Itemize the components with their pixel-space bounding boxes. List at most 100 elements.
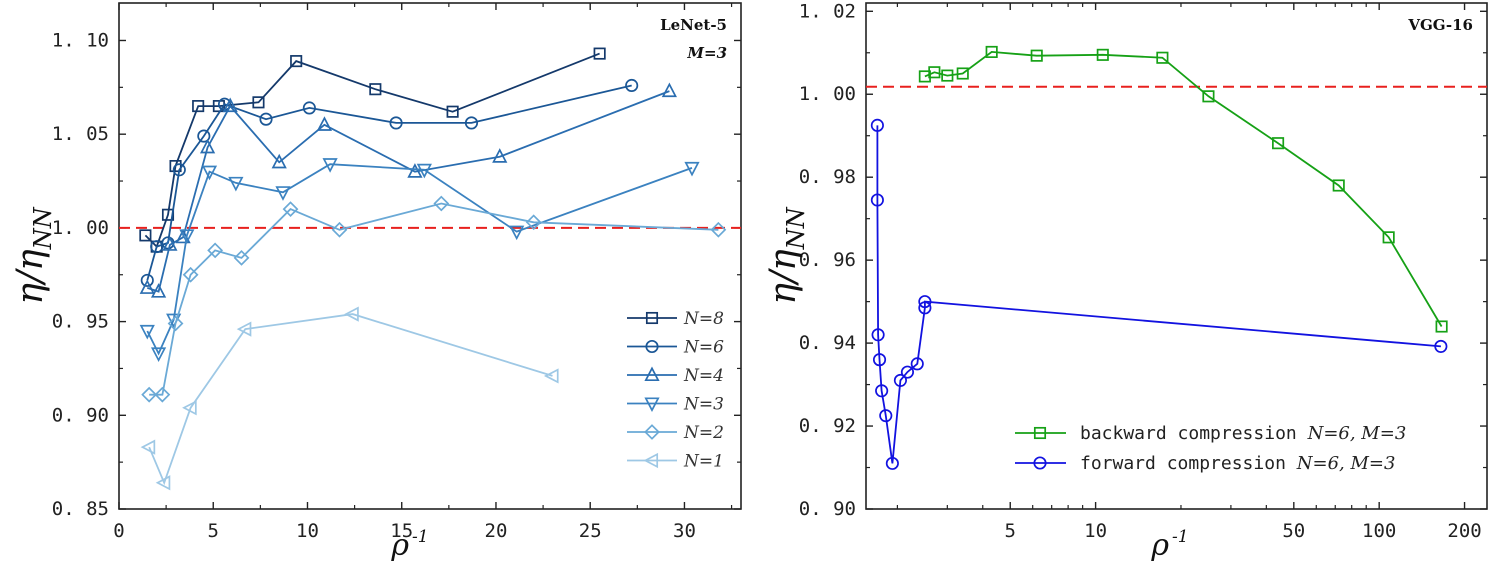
data-point [900, 365, 914, 379]
x-tick-label: 0 [113, 520, 124, 542]
y-tick-label: 0. 98 [799, 166, 856, 188]
legend-marker [644, 397, 660, 413]
data-point [1096, 48, 1109, 61]
x-tick-label: 25 [579, 520, 602, 542]
data-point [139, 279, 155, 294]
data-point [872, 353, 887, 367]
chart-vgg16: 0. 90 0. 92 0. 94 0. 96 0. 98 1. 00 1. 02 5 10 50… [763, 0, 1488, 562]
data-point [918, 295, 932, 309]
data-point [446, 105, 459, 118]
legend-item: N=4 [627, 366, 724, 386]
data-point [222, 97, 238, 113]
data-point [593, 47, 606, 60]
series-line [146, 84, 632, 281]
series-n-4 [139, 82, 677, 298]
data-point [139, 229, 152, 242]
data-point [464, 116, 479, 130]
data-point [282, 201, 299, 218]
data-point [433, 195, 450, 212]
y-tick-label: 0. 94 [799, 332, 856, 354]
x-tick-label: 15 [390, 520, 413, 542]
data-point [416, 163, 432, 179]
y-axis-label: η/ηNN [763, 206, 810, 304]
data-point [252, 96, 265, 109]
data-point [290, 55, 303, 68]
data-point [710, 221, 727, 238]
y-tick-label: 0. 90 [52, 404, 109, 426]
legend-label: N=3 [683, 395, 724, 415]
y-axis-label: η/ηNN [10, 206, 57, 304]
chart-subtitle: M=3 [686, 44, 727, 62]
data-point [956, 67, 969, 80]
data-point [179, 229, 195, 244]
data-point [236, 321, 252, 337]
data-point [141, 386, 158, 403]
legend-item: N=1 [627, 452, 724, 472]
data-point [918, 301, 932, 315]
data-point [228, 176, 244, 192]
data-point [1382, 231, 1395, 244]
x-axis-label: ρ -1 [1150, 527, 1188, 562]
data-point [201, 165, 218, 181]
data-point [369, 83, 382, 96]
x-tick-label: 5 [208, 520, 219, 542]
x-tick-label: 20 [485, 520, 508, 542]
data-point [928, 66, 941, 79]
legend-item: N=8 [627, 309, 724, 329]
data-point [870, 193, 884, 207]
series-n-2 [141, 195, 727, 403]
data-point [684, 161, 700, 177]
data-point [331, 221, 348, 238]
data-point [182, 400, 197, 416]
legend-item: N=2 [627, 423, 724, 443]
legend-item: forward compression N=6, M=3 [1015, 453, 1395, 474]
data-point [918, 70, 931, 83]
legend-item: N=6 [627, 338, 724, 358]
data-point [985, 45, 998, 58]
y-tick-label: 0. 85 [52, 498, 109, 520]
legend-marker [644, 424, 660, 440]
data-point [150, 240, 164, 254]
data-point [871, 328, 885, 342]
chart-title: LeNet-5 [660, 16, 727, 34]
data-point [192, 100, 205, 113]
data-point [154, 386, 171, 403]
data-point [322, 158, 338, 173]
legend-label: backward compression N=6, M=3 [1080, 423, 1406, 444]
data-point [150, 347, 167, 362]
legend-marker [644, 366, 660, 382]
data-point [879, 409, 893, 423]
data-point [150, 283, 167, 298]
data-point [625, 78, 639, 93]
legend-marker [1033, 456, 1047, 470]
chart-title: VGG-16 [1407, 16, 1473, 34]
x-tick-label: 5 [1005, 520, 1016, 542]
series-line [924, 50, 1443, 327]
legend-item: N=3 [627, 395, 724, 415]
data-point [492, 148, 508, 163]
data-point [875, 384, 889, 398]
data-point [543, 368, 559, 384]
legend-label: N=4 [683, 366, 724, 386]
legend-item: backward compression N=6, M=3 [1015, 423, 1406, 444]
data-point [893, 373, 907, 387]
data-point [885, 456, 899, 470]
legend-label: N=2 [683, 423, 724, 443]
data-point [172, 163, 186, 177]
data-point [275, 186, 291, 201]
y-tick-label: 1. 00 [799, 83, 856, 105]
data-point [140, 439, 156, 455]
data-point [140, 273, 154, 287]
legend-marker [645, 339, 659, 354]
legend-marker [643, 452, 659, 469]
y-tick-label: 1. 00 [52, 217, 109, 239]
data-point [1332, 179, 1345, 192]
data-point [316, 116, 333, 131]
data-point [233, 249, 250, 266]
x-tick-label: 10 [1084, 520, 1107, 542]
legend-label: forward compression N=6, M=3 [1080, 453, 1395, 474]
series-line [146, 163, 693, 356]
legend-marker [1033, 426, 1047, 440]
data-point [197, 129, 211, 143]
data-point [199, 138, 216, 154]
